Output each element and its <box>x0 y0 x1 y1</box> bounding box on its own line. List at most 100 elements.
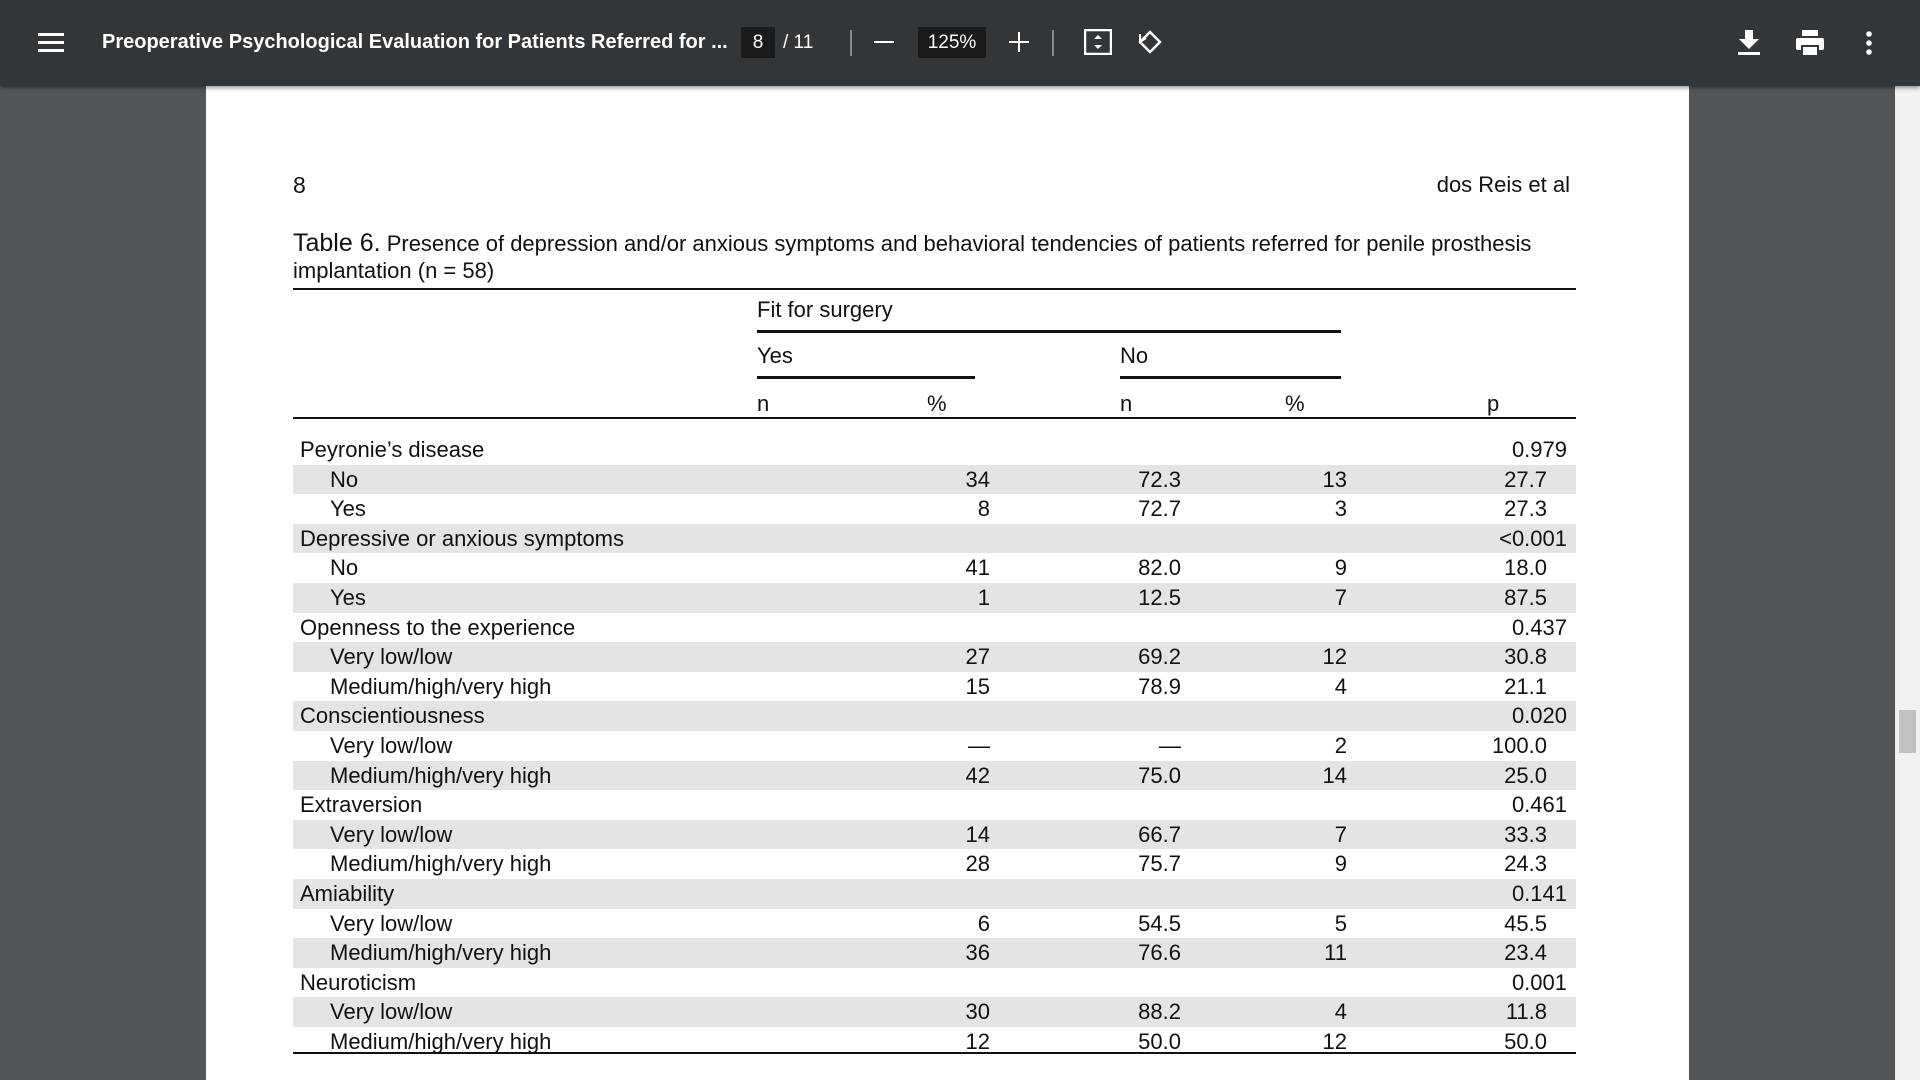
data-row: Very low/low 27 69.2 12 30.8 <box>293 642 1576 672</box>
cell: 50.0 <box>1138 1029 1181 1054</box>
zoom-input[interactable]: 125% <box>918 27 986 58</box>
data-row: Medium/high/very high 12 50.0 12 50.0 <box>293 1027 1576 1057</box>
row-label: Conscientiousness <box>300 703 485 729</box>
cell: — <box>968 733 990 758</box>
cell: 7 <box>1334 821 1347 847</box>
row-label: Very low/low <box>330 821 453 847</box>
download[interactable] <box>1738 30 1760 56</box>
cell: 41 <box>965 555 990 581</box>
cell: 75.0 <box>1138 762 1181 788</box>
col-pct: % <box>927 391 947 416</box>
cell: 54.5 <box>1138 910 1181 936</box>
p-value: 0.020 <box>1511 703 1567 729</box>
row-label: Very low/low <box>330 999 453 1025</box>
cell: 9 <box>1334 851 1347 877</box>
doc-title: Preoperative Psychological Evaluation fo… <box>102 31 728 53</box>
cell: — <box>1159 733 1181 758</box>
data-row: Medium/high/very high 15 78.9 4 21.1 <box>293 672 1576 702</box>
data-row: Very low/low 6 54.5 5 45.5 <box>293 909 1576 939</box>
fit-page[interactable] <box>1084 29 1112 55</box>
p-value: 0.979 <box>1511 437 1567 462</box>
cell: 28 <box>965 851 990 877</box>
data-row: Medium/high/very high 28 75.7 9 24.3 <box>293 849 1576 879</box>
cell: 88.2 <box>1138 999 1181 1025</box>
cell: 30.8 <box>1504 644 1547 670</box>
cell: 3 <box>1334 496 1347 522</box>
data-row: Medium/high/very high 36 76.6 11 23.4 <box>293 938 1576 968</box>
page-input[interactable]: 8 <box>741 27 775 58</box>
col-n: n <box>1120 391 1133 416</box>
zoom-out[interactable] <box>874 41 894 44</box>
col-p: p <box>1487 391 1500 416</box>
p-value: <0.001 <box>1499 525 1567 551</box>
cell: 4 <box>1334 673 1347 699</box>
cell: 18.0 <box>1504 555 1547 581</box>
print[interactable] <box>1796 30 1824 56</box>
row-label: Very low/low <box>330 644 453 670</box>
cell: 50.0 <box>1504 1029 1547 1054</box>
row-label: Peyronie’s disease <box>300 437 485 462</box>
cell: 27.7 <box>1504 466 1547 492</box>
zoom-in[interactable] <box>1009 32 1029 52</box>
cell: 5 <box>1334 910 1347 936</box>
cell: 12 <box>1322 1029 1347 1054</box>
data-row: Yes 8 72.7 3 27.3 <box>293 494 1576 524</box>
caption: Table 6. Presence of depression and/or a… <box>293 230 1576 284</box>
cell: 100.0 <box>1491 733 1547 758</box>
col-pct: % <box>1285 391 1305 416</box>
scroll-thumb[interactable] <box>1899 710 1916 753</box>
cell: 45.5 <box>1504 910 1547 936</box>
row-label: Depressive or anxious symptoms <box>300 525 625 551</box>
rule <box>757 376 975 379</box>
cell: 12 <box>1322 644 1347 670</box>
data-row: Medium/high/very high 42 75.0 14 25.0 <box>293 760 1576 791</box>
col-yes: Yes <box>757 343 793 368</box>
running-head: dos Reis et al <box>1436 172 1570 197</box>
cell: 6 <box>977 910 990 936</box>
group-row: Neuroticism 0.001 <box>293 968 1576 998</box>
group-row: Conscientiousness 0.020 <box>293 701 1576 731</box>
col-no: No <box>1120 343 1149 368</box>
cell: 11 <box>1324 940 1347 966</box>
cell: 2 <box>1334 733 1347 758</box>
rule <box>757 330 1341 333</box>
cell: 87.5 <box>1504 585 1547 610</box>
row-label: No <box>330 555 359 581</box>
rule <box>293 288 1576 290</box>
row-label: Yes <box>330 496 366 522</box>
cell: 66.7 <box>1138 821 1181 847</box>
cell: 9 <box>1334 555 1347 581</box>
rotate[interactable] <box>1136 28 1164 56</box>
cell: 36 <box>965 940 990 966</box>
rule <box>1120 376 1341 379</box>
toolbar: Preoperative Psychological Evaluation fo… <box>0 0 1920 86</box>
cell: 27.3 <box>1504 496 1547 522</box>
cell: 42 <box>965 762 990 788</box>
group-row: Openness to the experience 0.437 <box>293 613 1576 643</box>
p-value: 0.461 <box>1511 792 1567 818</box>
page-number: 8 <box>293 172 306 198</box>
cell: 78.9 <box>1138 673 1181 699</box>
cell: 72.3 <box>1138 466 1181 492</box>
cell: 75.7 <box>1138 851 1181 877</box>
data-row: Yes 1 12.5 7 87.5 <box>293 583 1576 613</box>
data-row: Very low/low 14 66.7 7 33.3 <box>293 819 1576 850</box>
group-row: Extraversion 0.461 <box>293 790 1576 820</box>
cell: 72.7 <box>1138 496 1181 522</box>
row-label: No <box>330 466 359 492</box>
menu-button[interactable] <box>38 31 64 53</box>
rule <box>293 417 1576 419</box>
cell: 21.1 <box>1504 673 1547 699</box>
scrollbar[interactable] <box>1895 86 1920 1080</box>
more[interactable] <box>1866 31 1872 55</box>
cell: 8 <box>977 496 990 522</box>
row-label: Medium/high/very high <box>330 940 552 966</box>
cell: 1 <box>977 585 990 610</box>
cell: 12 <box>965 1029 990 1054</box>
row-label: Very low/low <box>330 910 453 936</box>
cell: 82.0 <box>1138 555 1181 581</box>
cell: 24.3 <box>1504 851 1547 877</box>
col-group: Fit for surgery <box>757 297 893 322</box>
cell: 13 <box>1322 466 1347 492</box>
